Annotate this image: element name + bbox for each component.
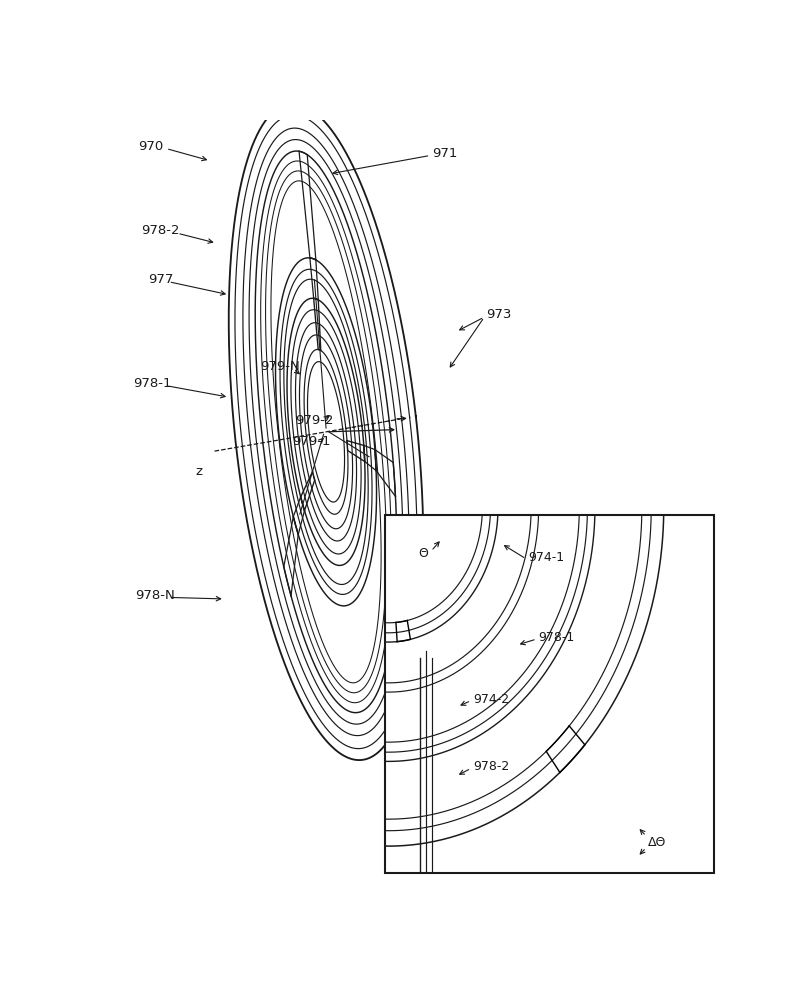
Text: 974-2: 974-2 (473, 693, 509, 706)
Text: 979-1: 979-1 (291, 435, 330, 448)
Text: 978-2: 978-2 (141, 224, 180, 237)
Text: 978-2: 978-2 (473, 760, 509, 773)
Text: 978-N: 978-N (136, 589, 175, 602)
Text: 979-2: 979-2 (295, 414, 333, 427)
Text: z: z (196, 465, 203, 478)
Text: 978-1: 978-1 (133, 377, 172, 390)
Text: 971: 971 (433, 147, 458, 160)
Text: 977: 977 (148, 273, 174, 286)
Text: 974-1: 974-1 (528, 551, 564, 564)
Bar (386, 515, 714, 873)
Text: ΔΘ: ΔΘ (648, 836, 667, 849)
Text: Θ: Θ (419, 547, 429, 560)
Text: 970: 970 (139, 140, 164, 153)
Text: 978-1: 978-1 (539, 631, 575, 644)
Text: 973: 973 (486, 308, 512, 321)
Text: 979-N: 979-N (261, 360, 300, 373)
